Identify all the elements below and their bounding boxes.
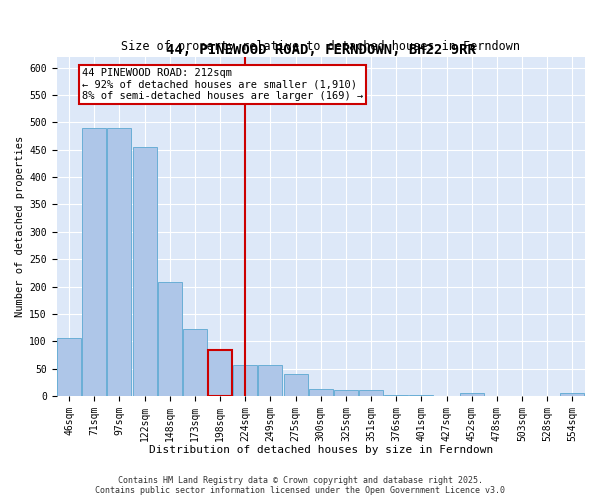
Y-axis label: Number of detached properties: Number of detached properties [15,136,25,317]
Text: Size of property relative to detached houses in Ferndown: Size of property relative to detached ho… [121,40,520,54]
Text: 44 PINEWOOD ROAD: 212sqm
← 92% of detached houses are smaller (1,910)
8% of semi: 44 PINEWOOD ROAD: 212sqm ← 92% of detach… [82,68,363,101]
Bar [133,147,157,396]
Bar [183,328,207,396]
Bar [309,389,333,396]
Bar [233,364,257,396]
Bar [158,282,182,396]
Bar [385,395,408,396]
X-axis label: Distribution of detached houses by size in Ferndown: Distribution of detached houses by size … [149,445,493,455]
Bar [259,364,283,396]
Title: 44, PINEWOOD ROAD, FERNDOWN, BH22 9RR: 44, PINEWOOD ROAD, FERNDOWN, BH22 9RR [166,43,476,57]
Bar [57,338,81,396]
Bar [82,128,106,396]
Bar [460,393,484,396]
Bar [334,390,358,396]
Bar [284,374,308,396]
Bar [359,390,383,396]
Bar [560,392,584,396]
Bar [409,395,433,396]
Bar [107,128,131,396]
Text: Contains HM Land Registry data © Crown copyright and database right 2025.
Contai: Contains HM Land Registry data © Crown c… [95,476,505,495]
Bar [208,350,232,396]
